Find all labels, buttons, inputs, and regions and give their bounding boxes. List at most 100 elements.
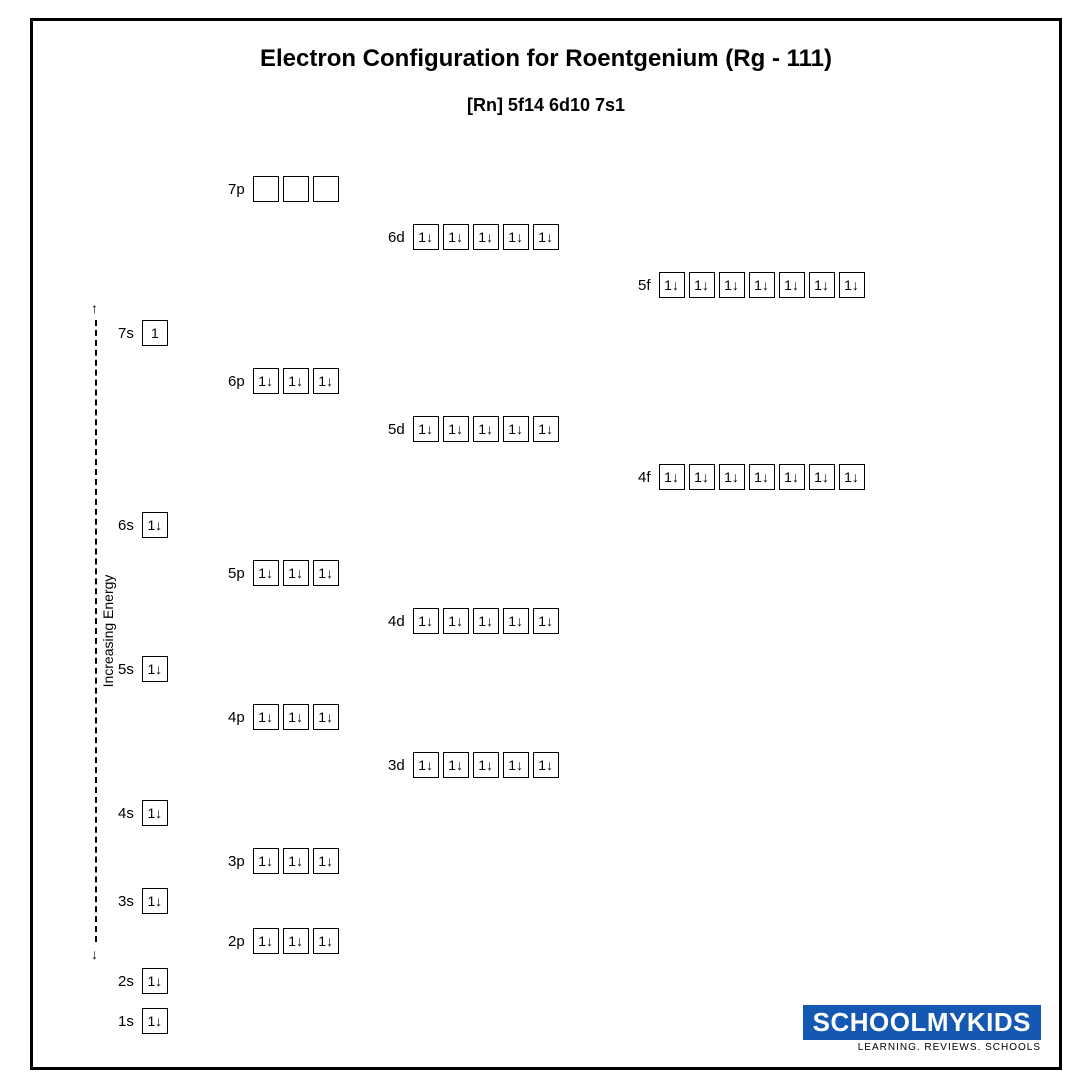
electron-box: 1↓ (253, 848, 279, 874)
orbital-boxes: 1↓ (142, 800, 168, 826)
diagram-title: Electron Configuration for Roentgenium (… (33, 45, 1059, 73)
orbital-boxes: 1↓1↓1↓1↓1↓ (413, 752, 559, 778)
electron-box: 1↓ (779, 272, 805, 298)
electron-box: 1↓ (533, 224, 559, 250)
orbital-label: 3s (118, 893, 134, 910)
electron-box: 1↓ (749, 272, 775, 298)
electron-box: 1↓ (283, 928, 309, 954)
orbital-label: 3p (228, 853, 245, 870)
orbital-boxes: 1↓ (142, 656, 168, 682)
electron-box: 1↓ (503, 752, 529, 778)
electron-box: 1↓ (142, 656, 168, 682)
electron-box: 1↓ (809, 272, 835, 298)
electron-box (283, 176, 309, 202)
logo-sub-text: LEARNING. REVIEWS. SCHOOLS (803, 1042, 1041, 1053)
electron-box (313, 176, 339, 202)
logo-main-text: SCHOOLMYKIDS (803, 1005, 1041, 1040)
orbital-row: 6s1↓ (118, 512, 168, 538)
orbital-row: 3d 1↓1↓1↓1↓1↓ (388, 752, 559, 778)
electron-box: 1↓ (313, 560, 339, 586)
orbital-boxes: 1↓1↓1↓ (253, 704, 339, 730)
orbital-label: 5p (228, 565, 245, 582)
orbital-boxes: 1↓1↓1↓ (253, 928, 339, 954)
arrow-down-icon: ↓ (91, 946, 98, 962)
orbital-label: 4f (638, 469, 651, 486)
orbital-row: 5d 1↓1↓1↓1↓1↓ (388, 416, 559, 442)
orbital-label: 5s (118, 661, 134, 678)
electron-box: 1↓ (253, 560, 279, 586)
electron-box: 1↓ (283, 560, 309, 586)
electron-box (253, 176, 279, 202)
orbital-row: 7p (228, 176, 339, 202)
orbital-boxes: 1↓ (142, 1008, 168, 1034)
electron-box: 1↓ (473, 752, 499, 778)
orbital-label: 2p (228, 933, 245, 950)
orbital-label: 5f (638, 277, 651, 294)
electron-box: 1↓ (533, 752, 559, 778)
electron-box: 1↓ (443, 416, 469, 442)
orbital-label: 4p (228, 709, 245, 726)
orbital-row: 6p1↓1↓1↓ (228, 368, 339, 394)
electron-box: 1↓ (253, 368, 279, 394)
electron-box: 1↓ (749, 464, 775, 490)
electron-box: 1↓ (253, 704, 279, 730)
orbital-boxes: 1↓1↓1↓1↓1↓ (413, 416, 559, 442)
orbital-boxes: 1↓1↓1↓1↓1↓1↓1↓ (659, 464, 865, 490)
electron-box: 1↓ (413, 608, 439, 634)
brand-logo: SCHOOLMYKIDS LEARNING. REVIEWS. SCHOOLS (803, 1005, 1041, 1053)
electron-box: 1↓ (503, 416, 529, 442)
orbital-label: 3d (388, 757, 405, 774)
arrow-up-icon: ↑ (91, 300, 98, 316)
electron-box: 1↓ (443, 608, 469, 634)
electron-box: 1↓ (839, 272, 865, 298)
orbital-boxes: 1↓1↓1↓ (253, 848, 339, 874)
electron-box: 1↓ (533, 608, 559, 634)
orbital-label: 6d (388, 229, 405, 246)
orbital-row: 7s 1 (118, 320, 168, 346)
orbital-row: 5f1↓1↓1↓1↓1↓1↓1↓ (638, 272, 865, 298)
electron-box: 1↓ (473, 224, 499, 250)
orbital-label: 7s (118, 325, 134, 342)
electron-box: 1↓ (142, 800, 168, 826)
orbital-boxes: 1↓1↓1↓ (253, 368, 339, 394)
orbital-row: 4d1↓1↓1↓1↓1↓ (388, 608, 559, 634)
electron-box: 1↓ (313, 368, 339, 394)
orbital-label: 2s (118, 973, 134, 990)
electron-box: 1↓ (413, 224, 439, 250)
electron-box: 1↓ (719, 272, 745, 298)
electron-box: 1↓ (659, 272, 685, 298)
orbital-row: 4s 1↓ (118, 800, 168, 826)
electron-box: 1↓ (839, 464, 865, 490)
electron-box: 1↓ (313, 928, 339, 954)
orbital-boxes: 1↓ (142, 968, 168, 994)
electron-box: 1↓ (313, 704, 339, 730)
orbital-label: 6s (118, 517, 134, 534)
electron-box: 1↓ (443, 224, 469, 250)
electron-box: 1↓ (689, 464, 715, 490)
electron-box: 1↓ (283, 704, 309, 730)
orbital-label: 5d (388, 421, 405, 438)
electron-box: 1↓ (413, 416, 439, 442)
electron-box: 1↓ (503, 608, 529, 634)
electron-box: 1↓ (473, 416, 499, 442)
energy-axis-label: Increasing Energy (100, 551, 116, 711)
electron-box: 1↓ (283, 368, 309, 394)
electron-config-shorthand: [Rn] 5f14 6d10 7s1 (33, 95, 1059, 116)
electron-box: 1↓ (779, 464, 805, 490)
diagram-frame: Electron Configuration for Roentgenium (… (30, 18, 1062, 1070)
orbital-row: 4p1↓1↓1↓ (228, 704, 339, 730)
electron-box: 1 (142, 320, 168, 346)
electron-box: 1↓ (283, 848, 309, 874)
orbital-row: 5p1↓1↓1↓ (228, 560, 339, 586)
electron-box: 1↓ (253, 928, 279, 954)
electron-box: 1↓ (659, 464, 685, 490)
orbital-chart: ↑ ↓ Increasing Energy 7p6d1↓1↓1↓1↓1↓5f1↓… (33, 176, 1063, 1006)
axis-dashes (95, 320, 97, 942)
electron-box: 1↓ (689, 272, 715, 298)
electron-box: 1↓ (809, 464, 835, 490)
orbital-label: 4s (118, 805, 134, 822)
orbital-boxes: 1↓1↓1↓1↓1↓ (413, 608, 559, 634)
electron-box: 1↓ (313, 848, 339, 874)
orbital-row: 4f 1↓1↓1↓1↓1↓1↓1↓ (638, 464, 865, 490)
electron-box: 1↓ (142, 1008, 168, 1034)
